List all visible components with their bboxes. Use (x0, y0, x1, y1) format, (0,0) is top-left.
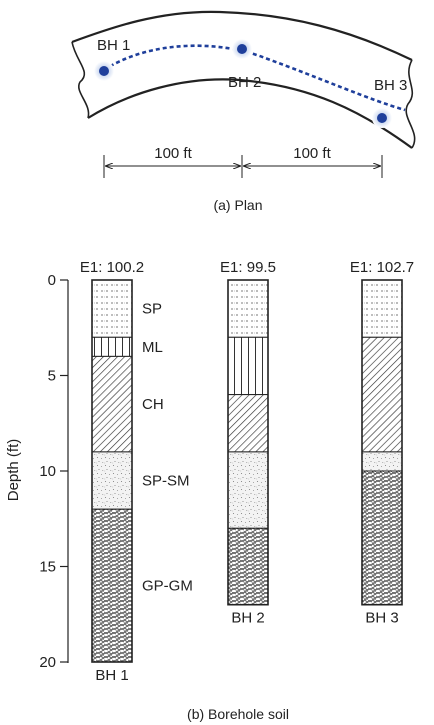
depth-tick-label: 15 (39, 559, 56, 576)
borehole-section-view: 0 5 10 15 20 Depth (ft) E1: 100.2 SP ML CH SP-SM… (5, 259, 414, 722)
borehole-column-1: E1: 100.2 SP ML CH SP-SM GP-GM BH 1 (80, 259, 193, 684)
borehole-column-2: E1: 99.5 BH 2 (220, 259, 276, 627)
depth-axis-label: Depth (ft) (5, 439, 22, 502)
borehole-column-3: E1: 102.7 BH 3 (350, 259, 414, 627)
soil-layer-ml (227, 336, 269, 396)
road-break-left (71, 41, 90, 119)
plan-borehole-label-1: BH 1 (97, 37, 130, 54)
dimension-lines (103, 155, 383, 178)
road-lower-edge (87, 78, 413, 149)
plan-view: BH 1 BH 2 BH 3 100 ft 100 ft (a) Plan (71, 10, 416, 213)
soil-layer-gp-gm (361, 470, 403, 606)
borehole-outline (91, 279, 133, 663)
depth-tick-label: 20 (39, 654, 56, 671)
section-caption: (b) Borehole soil (187, 706, 289, 722)
borehole-label: BH 2 (231, 610, 264, 627)
borehole-outline (227, 279, 269, 606)
elevation-label: E1: 99.5 (220, 259, 276, 276)
road-upper-edge (71, 10, 413, 61)
plan-borehole-label-3: BH 3 (374, 77, 407, 94)
soil-layer-ch (91, 355, 133, 453)
soil-layer-label: SP (142, 301, 162, 318)
dimension-label-1: 100 ft (154, 145, 192, 162)
soil-layer-label: CH (142, 396, 164, 413)
depth-tick-label: 0 (48, 272, 56, 289)
soil-layer-label: ML (142, 339, 163, 356)
soil-layer-ml (91, 336, 133, 357)
borehole-label: BH 3 (365, 610, 398, 627)
soil-layer-ch (361, 336, 403, 453)
soil-layer-gp-gm (227, 527, 269, 606)
soil-layer-sp (227, 279, 269, 338)
elevation-label: E1: 102.7 (350, 259, 414, 276)
soil-layer-label: SP-SM (142, 473, 190, 490)
soil-layer-gp-gm (91, 508, 133, 663)
borehole-columns: E1: 100.2 SP ML CH SP-SM GP-GM BH 1 E1: 99.5 BH … (80, 259, 414, 684)
soil-layer-sp (361, 279, 403, 338)
plan-borehole-marker-1 (94, 61, 114, 81)
borehole-outline (361, 279, 403, 606)
soil-layer-sp (91, 279, 133, 338)
plan-borehole-marker-3 (372, 108, 392, 128)
plan-caption: (a) Plan (213, 197, 262, 213)
plan-borehole-label-2: BH 2 (228, 74, 261, 91)
plan-borehole-marker-2 (232, 39, 252, 59)
road-break-right (405, 59, 416, 149)
soil-layer-ch (227, 394, 269, 453)
soil-layer-sp-sm (91, 451, 133, 510)
elevation-label: E1: 100.2 (80, 259, 144, 276)
depth-tick-label: 10 (39, 463, 56, 480)
soil-layer-sp-sm (361, 451, 403, 472)
depth-tick-label: 5 (48, 368, 56, 385)
dimension-label-2: 100 ft (293, 145, 331, 162)
soil-layer-label: GP-GM (142, 578, 193, 595)
soil-layer-sp-sm (227, 451, 269, 529)
depth-axis-ticks: 0 5 10 15 20 (39, 272, 68, 671)
borehole-alignment-dashed-line (103, 44, 406, 112)
borehole-label: BH 1 (95, 667, 128, 684)
